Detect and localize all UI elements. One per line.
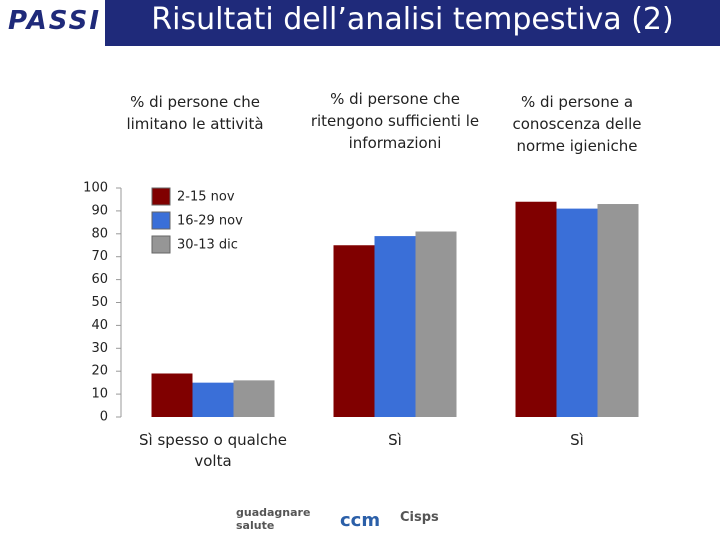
bar xyxy=(374,236,416,417)
logo: Cisps xyxy=(400,510,439,525)
bar xyxy=(233,380,275,417)
group-title: % di persone che limitano le attività xyxy=(126,93,264,133)
y-tick-label: 0 xyxy=(100,410,108,425)
bar xyxy=(192,382,234,417)
legend-label: 16-29 nov xyxy=(177,214,243,229)
y-tick-label: 60 xyxy=(91,272,108,287)
y-tick-label: 40 xyxy=(91,318,108,333)
legend-swatch xyxy=(151,235,171,254)
legend-label: 30-13 dic xyxy=(177,238,238,253)
x-tick-label: Sì xyxy=(570,431,584,449)
logo: PASSI xyxy=(8,6,101,36)
y-tick-label: 90 xyxy=(91,203,108,218)
y-tick-label: 80 xyxy=(91,226,108,241)
slide-title: Risultati dell’analisi tempestiva (2) xyxy=(151,2,674,37)
y-tick-label: 10 xyxy=(91,387,108,402)
bar xyxy=(597,204,639,417)
x-tick-label: Sì spesso o qualche volta xyxy=(139,431,287,470)
group-title: % di persone a conoscenza delle norme ig… xyxy=(512,93,642,155)
logo: guadagnare salute xyxy=(236,506,311,532)
bar xyxy=(515,201,557,417)
x-tick-label: Sì xyxy=(388,431,402,449)
legend-swatch xyxy=(151,211,171,230)
group-title: % di persone che ritengono sufficienti l… xyxy=(310,90,480,152)
bar xyxy=(415,231,457,417)
legend-label: 2-15 nov xyxy=(177,190,235,205)
bar xyxy=(151,373,193,417)
y-tick-label: 50 xyxy=(91,295,108,310)
y-tick-label: 20 xyxy=(91,364,108,379)
y-tick-label: 70 xyxy=(91,249,108,264)
title-bar xyxy=(105,0,720,46)
legend-swatch xyxy=(151,187,171,206)
y-tick-label: 100 xyxy=(83,181,108,196)
bar xyxy=(556,208,598,417)
bar xyxy=(333,245,375,417)
logo: ccm xyxy=(340,510,381,531)
y-tick-label: 30 xyxy=(91,341,108,356)
